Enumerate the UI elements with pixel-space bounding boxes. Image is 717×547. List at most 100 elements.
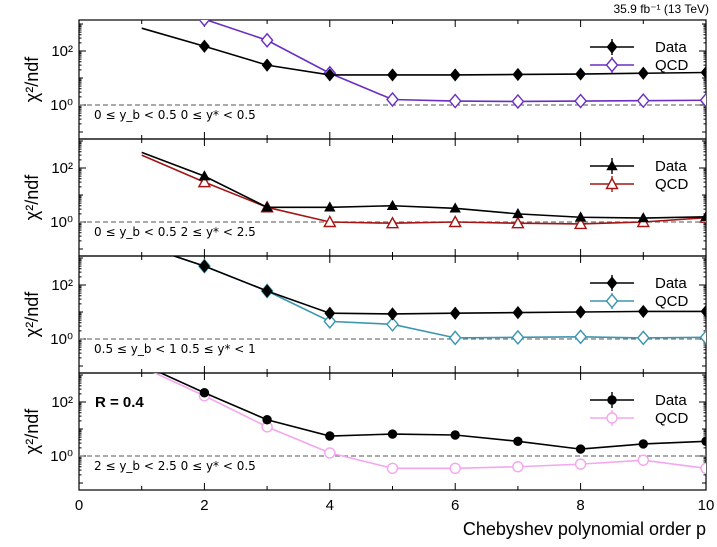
panel-4: 10⁰ 10² χ²/ndf 2 ≤ y_b < 2.5 0 ≤ y* < 0.5 R … [22,372,707,491]
data-point [199,388,210,398]
x-tick-label: 10 [698,497,715,514]
series-line [153,373,706,470]
series-line [171,256,706,315]
legend-label-qcd: QCD [655,57,689,74]
legend-marker-data [606,276,618,290]
data-point [325,431,335,441]
data-point [197,175,212,188]
x-tick-label: 2 [200,497,208,514]
y-tick-label-1e0: 10⁰ [50,448,73,465]
y-axis-label: χ²/ndf [22,56,42,102]
series-line [141,154,706,225]
data-point [575,305,587,319]
data-point [387,429,398,439]
data-point [386,316,399,332]
x-tick-label: 0 [75,497,83,514]
legend-label-data: Data [655,392,687,409]
data-point [637,304,649,319]
legend-label-data: Data [655,275,687,292]
legend-marker-qcd [605,57,619,73]
luminosity-label: 35.9 fb⁻¹ (13 TeV) [613,2,710,16]
data-point [637,454,649,466]
data-point [324,201,336,212]
legend-marker-data [606,40,618,54]
panel-2: 10⁰ 10² χ²/ndf 0 ≤ y_b < 0.5 2 ≤ y* < 2.5 Da… [22,138,707,257]
data-point [511,216,525,229]
data-point [198,20,211,27]
data-point [198,170,211,181]
panel-1: 10⁰ 10² χ²/ndf 0 ≤ y_b < 0.5 0 ≤ y* < 0.5 Da… [22,19,707,140]
data-point [448,330,462,346]
data-point [699,329,706,345]
x-axis-label: Chebyshev polynomial order p [463,519,706,539]
legend-label-qcd: QCD [655,176,689,193]
series-qcd [153,373,706,475]
legend-marker-data [606,160,618,171]
legend-label-data: Data [655,39,687,56]
data-point [448,215,462,228]
y-tick-label-1e2: 10² [51,160,73,177]
data-point [260,32,274,48]
data-point [261,201,273,212]
data-point [511,93,525,110]
series-data [141,151,706,223]
data-point [511,329,525,345]
series-qcd [171,256,706,346]
data-point [636,93,650,109]
series-data [141,27,706,82]
data-point [575,444,586,454]
legend-label-data: Data [655,158,687,175]
data-point [261,284,273,298]
data-point [387,307,398,321]
data-point [198,39,210,53]
data-point [448,93,462,109]
data-point [324,68,336,82]
data-point [386,462,399,475]
legend-marker-qcd [605,293,619,309]
data-point [324,306,336,320]
data-point [574,329,588,345]
data-point [574,458,587,470]
data-point [324,447,336,459]
data-point [512,207,524,219]
data-point [638,439,648,449]
data-point [700,462,706,475]
data-point [323,215,337,228]
data-point [574,93,588,109]
data-point [637,212,649,223]
data-point [636,330,650,346]
data-point [512,305,524,320]
y-axis-label: χ²/ndf [22,291,42,337]
y-tick-label-1e0: 10⁰ [50,214,73,231]
series-data [159,373,706,454]
y-tick-label-1e2: 10² [51,277,73,294]
data-point [449,306,461,320]
data-point [513,436,523,447]
y-tick-label-1e0: 10⁰ [50,97,73,114]
data-point [512,67,524,82]
y-axis-label: χ²/ndf [22,408,42,454]
data-point [700,304,706,319]
series-qcd [198,20,706,110]
jet-radius-label: R = 0.4 [95,394,144,411]
rapidity-range-label: 0 ≤ y_b < 0.5 2 ≤ y* < 2.5 [94,225,256,239]
data-point [386,199,399,210]
x-tick-label: 8 [576,497,584,514]
legend-label-qcd: QCD [655,293,689,310]
panel-3: 10⁰ 10² χ²/ndf 0.5 ≤ y_b < 1 0.5 ≤ y* < 1 Da… [22,255,707,374]
data-point [574,211,587,222]
data-point [385,216,400,229]
data-point [262,415,272,425]
y-tick-label-1e2: 10² [51,394,73,411]
series-line [171,256,706,339]
y-tick-label-1e2: 10² [51,43,73,60]
data-point [386,91,399,108]
y-axis-label: χ²/ndf [22,174,42,220]
data-point [573,216,588,230]
data-point [323,313,337,329]
data-point [700,210,706,222]
